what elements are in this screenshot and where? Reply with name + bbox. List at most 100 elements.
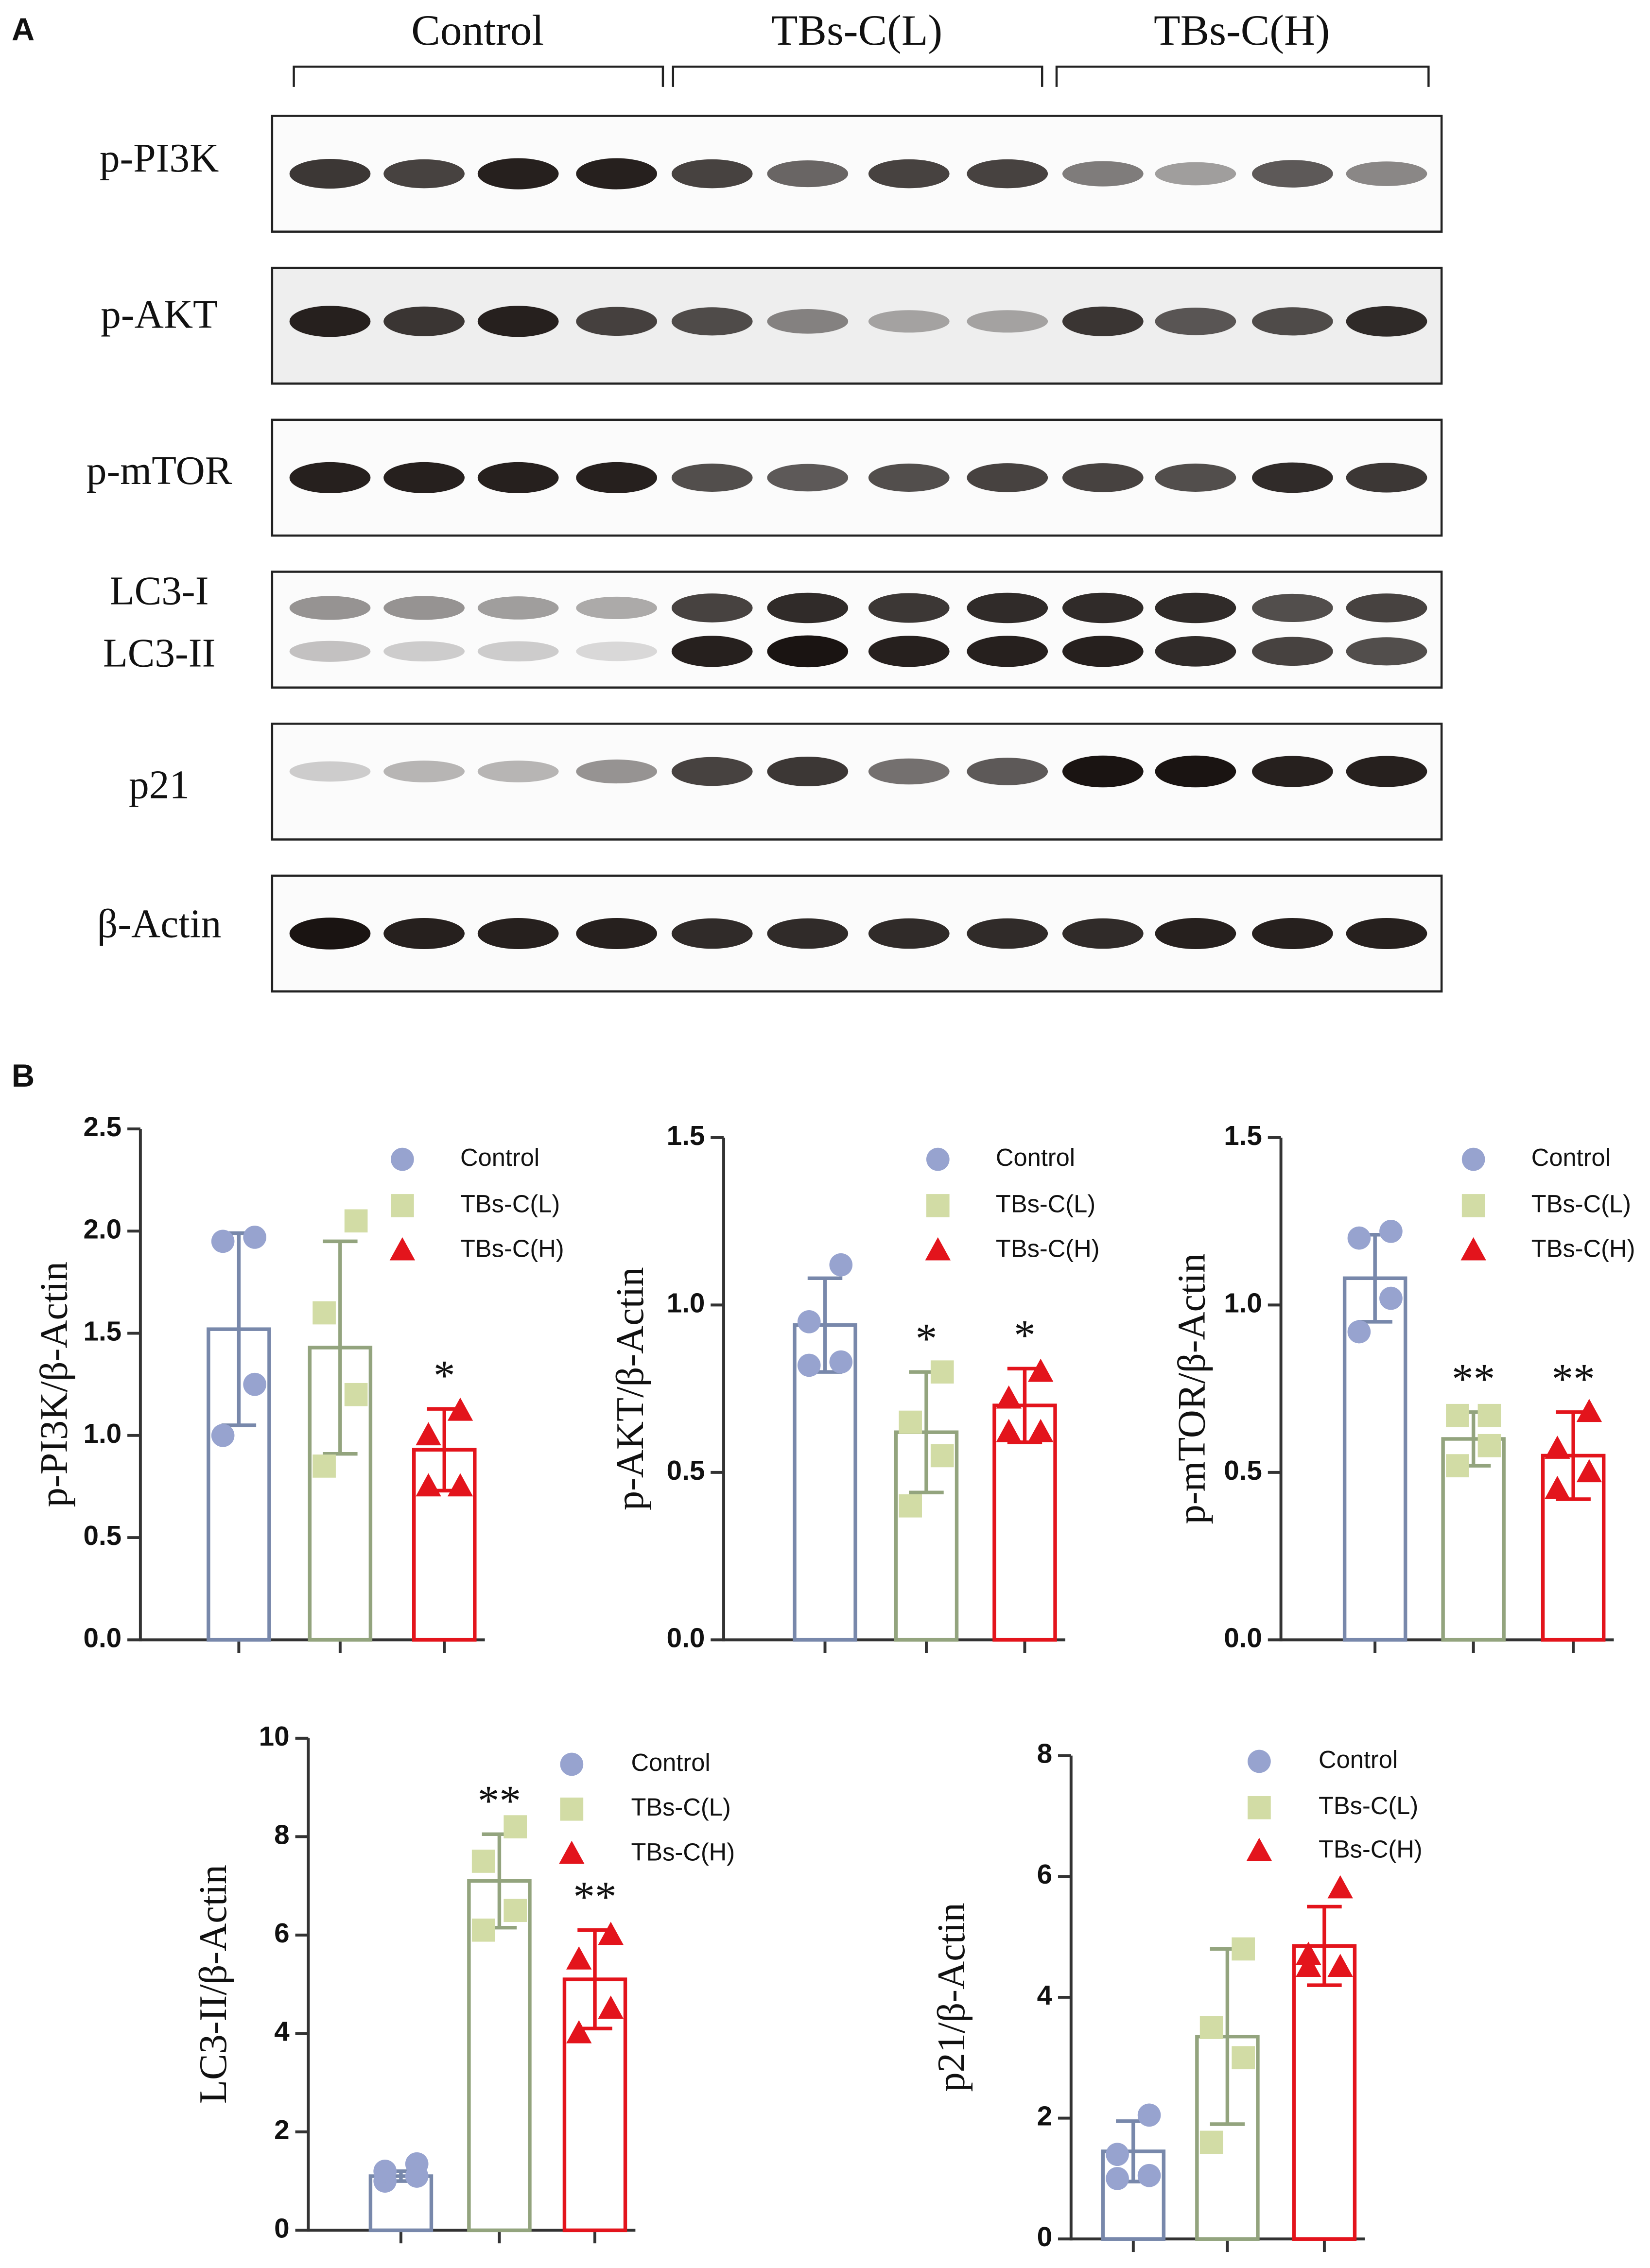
data-point [1295,1941,1321,1965]
data-point [1232,1937,1255,1961]
blot-band [289,306,371,337]
panel-label: B [12,1058,35,1093]
data-point [471,1850,495,1873]
blot-band [1062,636,1144,667]
data-point [1379,1286,1403,1310]
data-point [996,1385,1022,1409]
legend-label: Control [1319,1746,1398,1773]
group-label: TBs-C(L) [771,6,942,54]
data-point [1576,1399,1602,1422]
group-label: TBs-C(H) [1154,6,1330,54]
blot-band [967,159,1048,189]
data-point [1295,1954,1321,1977]
blot-band [767,464,849,492]
blot-band [477,306,559,337]
y-tick-label: 0.5 [667,1455,705,1486]
group-label: Control [411,6,544,54]
data-point [598,1922,624,1945]
y-tick-label: 8 [1037,1738,1052,1769]
y-tick-label: 6 [1037,1859,1052,1889]
data-point [1199,2130,1223,2154]
y-tick-label: 0.5 [84,1520,122,1551]
data-point [1545,1436,1570,1459]
data-point [1106,2143,1129,2166]
legend-marker [1248,1796,1271,1819]
y-tick-label: 2 [1037,2101,1052,2131]
blot-band [383,641,465,662]
y-tick-label: 6 [274,1918,289,1948]
blot-band [383,306,465,336]
legend-label: TBs-C(H) [1319,1835,1423,1863]
blot-band [1252,637,1333,666]
y-tick-label: 1.0 [667,1287,705,1318]
blot-band [576,158,658,190]
blot-band [1062,463,1144,492]
legend-marker [560,1797,584,1821]
blot-band [477,918,559,950]
blot-band [383,462,465,493]
blot-band [1252,462,1333,493]
blot-band [289,159,371,189]
blot-band [671,593,753,623]
data-point [1028,1419,1054,1442]
data-point [1446,1454,1469,1477]
data-point [1137,2103,1161,2127]
data-point [797,1310,821,1333]
data-point [1477,1434,1501,1457]
data-point [829,1350,853,1374]
blot-frame [271,115,1443,233]
y-tick-label: 1.5 [1224,1120,1262,1151]
legend-marker [1461,1194,1485,1217]
data-point [1199,2016,1223,2039]
y-tick-label: 1.0 [1224,1287,1262,1318]
blot-band [576,596,658,620]
blot-band [1155,636,1236,667]
blot-band [868,310,950,333]
data-point [1106,2167,1129,2190]
blot-band [967,918,1048,949]
blot-band [383,159,465,189]
blot-band [868,463,950,492]
blot-band [1346,161,1427,186]
blot-band [1252,918,1333,950]
blot-frame [271,571,1443,689]
y-tick-label: 4 [1037,1980,1053,2010]
legend-label: TBs-C(H) [996,1235,1100,1263]
data-point [1347,1320,1371,1344]
legend-marker [925,1237,951,1261]
data-point [416,1422,441,1446]
data-point [211,1229,235,1253]
panel-label: A [12,12,35,47]
row-label: LC3-II [103,631,216,675]
blot-band [477,596,559,620]
blot-band [967,758,1048,785]
blot-frame [271,722,1443,841]
blot-band [477,158,559,190]
blot-band [576,759,658,784]
data-point [1137,2164,1161,2187]
data-point [1327,1875,1353,1899]
data-point [405,2152,429,2176]
group-bracket [672,65,1043,87]
blot-band [1252,160,1333,188]
data-point [566,1946,592,1970]
blot-band [477,761,559,782]
data-point [471,1918,495,1942]
blot-band [767,918,849,949]
legend-marker [926,1147,950,1171]
blot-band [289,761,371,782]
data-point [313,1454,336,1478]
y-tick-label: 0.0 [1224,1622,1262,1653]
blot-band [767,756,849,787]
blot-band [1346,306,1427,337]
y-tick-label: 8 [274,1819,289,1850]
blot-band [576,641,658,661]
blot-band [576,462,658,493]
blot-band [767,635,849,668]
legend-marker [1460,1237,1486,1261]
legend-label: TBs-C(H) [460,1235,564,1263]
blot-band [1252,756,1333,787]
blot-band [289,596,371,620]
blot-band [1062,592,1144,623]
